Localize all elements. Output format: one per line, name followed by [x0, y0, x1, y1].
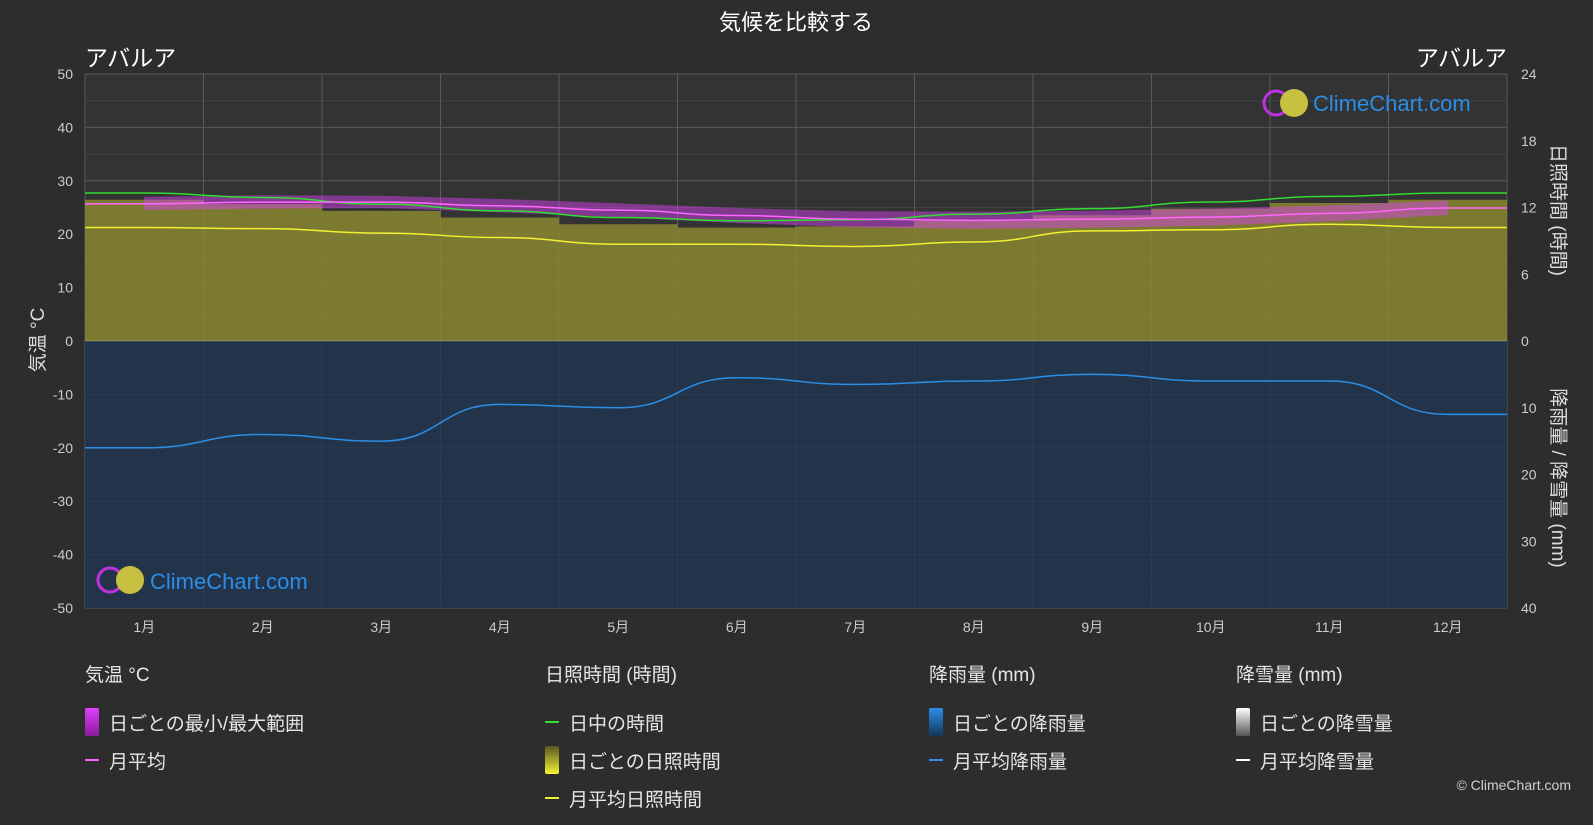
watermark-bottom: ClimeChart.com	[96, 566, 308, 594]
x-tick-label: 6月	[726, 619, 748, 635]
x-tick-label: 5月	[607, 619, 629, 635]
y-tick-label: 0	[65, 333, 73, 349]
x-tick-label: 12月	[1433, 619, 1463, 635]
left-axis-label: 気温 °C	[27, 308, 49, 373]
right-axis-label-top: 日照時間 (時間)	[1547, 144, 1569, 276]
watermark-text: ClimeChart.com	[150, 569, 308, 594]
legend-item: 日ごとの日照時間	[545, 741, 721, 779]
legend-item: 月平均	[85, 741, 304, 779]
y-tick-label: 10	[57, 280, 73, 296]
rain-area	[85, 341, 1507, 608]
x-tick-label: 9月	[1081, 619, 1103, 635]
legend-label: 月平均	[109, 751, 167, 773]
x-tick-label: 2月	[252, 619, 274, 635]
rain-avg-line	[85, 373, 1507, 449]
legend-label: 日ごとの最小/最大範囲	[109, 713, 305, 735]
line-swatch-icon	[1236, 759, 1250, 761]
daylight-line	[85, 192, 1507, 222]
y3-tick-label: 40	[1521, 600, 1537, 616]
y-tick-label: 20	[57, 226, 73, 242]
legend-item: 日中の時間	[545, 703, 721, 741]
legend-label: 日ごとの降雪量	[1260, 713, 1393, 735]
y-tick-label: -40	[53, 547, 73, 563]
legend-item: 日ごとの最小/最大範囲	[85, 703, 304, 741]
sunshine-avg-line	[85, 223, 1507, 248]
legend-item: 月平均日照時間	[545, 779, 721, 817]
legend-title: 降雨量 (mm)	[929, 665, 1036, 686]
x-tick-label: 7月	[844, 619, 866, 635]
rain-swatch-icon	[929, 708, 943, 736]
y-tick-label: -10	[53, 386, 73, 402]
y3-tick-label: 30	[1521, 533, 1537, 549]
y-tick-label: 50	[57, 66, 73, 82]
legend-title: 降雪量 (mm)	[1236, 665, 1343, 686]
x-tick-label: 4月	[489, 619, 511, 635]
right-axis-label-bottom: 降雨量 / 降雪量 (mm)	[1547, 388, 1569, 567]
chart-title: 気候を比較する	[719, 10, 873, 35]
y2-tick-label: 18	[1521, 133, 1537, 149]
legend-label: 月平均降雪量	[1260, 751, 1375, 773]
logo-sun-icon	[116, 566, 144, 594]
legend-title: 気温 °C	[85, 665, 150, 686]
temp-avg-line	[85, 201, 1507, 222]
legend-item: 日ごとの降雨量	[929, 703, 1086, 741]
legend-sunshine: 日照時間 (時間) 日中の時間 日ごとの日照時間 月平均日照時間	[545, 660, 721, 817]
legend-label: 月平均降雨量	[953, 751, 1068, 773]
y-tick-label: -30	[53, 493, 73, 509]
y-tick-label: -50	[53, 600, 73, 616]
snow-swatch-icon	[1236, 708, 1250, 736]
legend-item: 日ごとの降雪量	[1236, 703, 1393, 741]
x-tick-label: 10月	[1196, 619, 1226, 635]
y2-tick-label: 6	[1521, 266, 1529, 282]
copyright: © ClimeChart.com	[1456, 777, 1571, 793]
sunshine-swatch-icon	[545, 746, 559, 774]
legend-title: 日照時間 (時間)	[545, 665, 677, 686]
y2-tick-label: 24	[1521, 66, 1537, 82]
temp-range-band	[144, 195, 1448, 229]
x-tick-label: 1月	[133, 619, 155, 635]
legend-rain: 降雨量 (mm) 日ごとの降雨量 月平均降雨量	[929, 660, 1086, 779]
legend-item: 月平均降雪量	[1236, 741, 1393, 779]
y3-tick-label: 10	[1521, 400, 1537, 416]
legend-snow: 降雪量 (mm) 日ごとの降雪量 月平均降雪量	[1236, 660, 1393, 779]
legend-label: 日ごとの日照時間	[569, 751, 721, 773]
legend-label: 月平均日照時間	[569, 789, 703, 811]
legend-label: 日ごとの降雨量	[953, 713, 1086, 735]
line-swatch-icon	[545, 797, 559, 799]
y-tick-label: 40	[57, 119, 73, 135]
y-tick-label: -20	[53, 440, 73, 456]
legend-temperature: 気温 °C 日ごとの最小/最大範囲 月平均	[85, 660, 304, 779]
location-right: アバルア	[1416, 45, 1507, 71]
x-tick-label: 3月	[370, 619, 392, 635]
x-tick-label: 11月	[1315, 619, 1344, 635]
location-left: アバルア	[85, 45, 176, 71]
line-swatch-icon	[929, 759, 943, 761]
y3-tick-label: 20	[1521, 467, 1537, 483]
watermark-top: ClimeChart.com	[1262, 89, 1471, 117]
line-swatch-icon	[85, 759, 99, 761]
y2-tick-label: 12	[1521, 200, 1537, 216]
watermark-text: ClimeChart.com	[1313, 91, 1471, 116]
y2-tick-label: 0	[1521, 333, 1529, 349]
y-tick-label: 30	[57, 173, 73, 189]
logo-sun-icon	[1280, 89, 1308, 117]
line-swatch-icon	[545, 721, 559, 723]
legend-item: 月平均降雨量	[929, 741, 1086, 779]
legend-label: 日中の時間	[569, 713, 665, 735]
range-swatch-icon	[85, 708, 99, 736]
x-tick-label: 8月	[963, 619, 985, 635]
